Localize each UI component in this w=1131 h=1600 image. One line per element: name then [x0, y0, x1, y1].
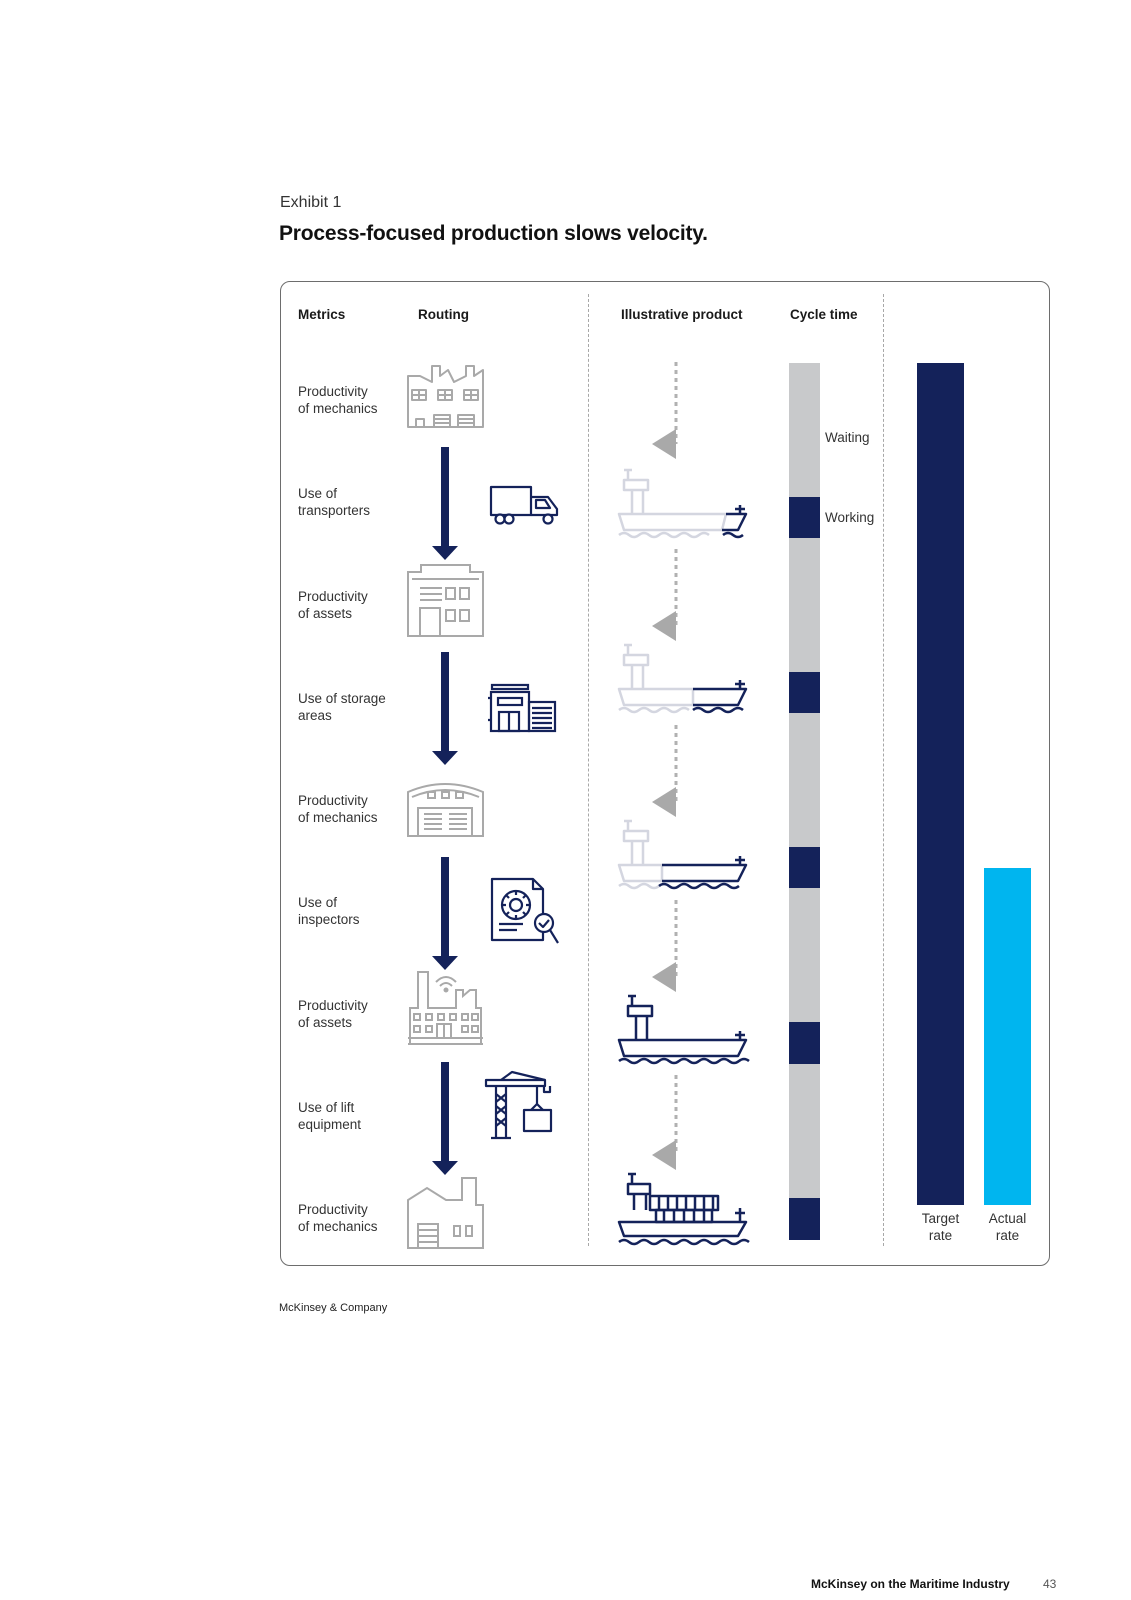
cycle-working-segment [789, 672, 820, 713]
exhibit-label: Exhibit 1 [280, 194, 342, 211]
cycle-waiting-segment [789, 713, 820, 847]
warehouse-icon [488, 683, 557, 733]
metric-label: Productivity of mechanics [298, 384, 378, 416]
crane-icon [484, 1070, 553, 1140]
smart-factory-icon [408, 971, 483, 1045]
metric-label: Productivity of assets [298, 998, 368, 1030]
exhibit-title: Process-focused production slows velocit… [279, 222, 708, 245]
ship-hull-stage-2-icon [617, 643, 748, 714]
col-header-metrics: Metrics [298, 307, 346, 322]
cycle-waiting-segment [789, 888, 820, 1022]
metric-label: Use of lift equipment [298, 1100, 362, 1132]
col-header-cycle-time: Cycle time [790, 307, 858, 322]
container-ship-loaded-icon [617, 1172, 750, 1246]
cycle-working-segment [789, 1198, 820, 1240]
source-note: McKinsey & Company [279, 1302, 388, 1314]
target-rate-bar [917, 363, 964, 1205]
cycle-working-segment [789, 497, 820, 538]
ship-hull-stage-3-icon [617, 819, 748, 890]
cycle-waiting-segment [789, 1064, 820, 1198]
working-label: Working [825, 510, 875, 525]
col-header-illustrative-product: Illustrative product [621, 307, 743, 322]
page-number: 43 [1043, 1577, 1057, 1591]
factory-icon [407, 365, 484, 428]
routing-arrow [432, 857, 458, 970]
waiting-label: Waiting [825, 430, 870, 445]
cycle-working-segment [789, 1022, 820, 1064]
publication-name: McKinsey on the Maritime Industry [811, 1577, 1010, 1591]
ship-hull-stage-1-icon [617, 468, 748, 539]
cycle-waiting-segment [789, 363, 820, 497]
metric-label: Use of inspectors [298, 895, 360, 927]
routing-arrow [432, 1062, 458, 1175]
metric-label: Use of transporters [298, 486, 371, 518]
hangar-icon [407, 783, 484, 837]
ship-complete-icon [617, 994, 750, 1065]
metric-label: Use of storage areas [298, 691, 386, 723]
exhibit-frame [280, 281, 1050, 1266]
col-header-routing: Routing [418, 307, 469, 322]
target-rate-label: Target rate [921, 1211, 960, 1243]
cycle-working-segment [789, 847, 820, 888]
routing-arrow [432, 447, 458, 560]
metric-label: Productivity of mechanics [298, 793, 378, 825]
divider-routing-product [588, 294, 589, 1246]
divider-cycle-rates [883, 294, 884, 1246]
actual-rate-label: Actual rate [988, 1211, 1027, 1243]
metric-label: Productivity of assets [298, 589, 368, 621]
plant-icon [407, 1177, 484, 1249]
cycle-waiting-segment [789, 538, 820, 672]
truck-icon [489, 485, 559, 525]
cycle-time-bar [789, 363, 820, 1240]
building-icon [407, 564, 484, 637]
metric-label: Productivity of mechanics [298, 1202, 378, 1234]
actual-rate-bar [984, 868, 1031, 1205]
routing-arrow [432, 652, 458, 765]
inspection-document-icon [490, 877, 559, 944]
